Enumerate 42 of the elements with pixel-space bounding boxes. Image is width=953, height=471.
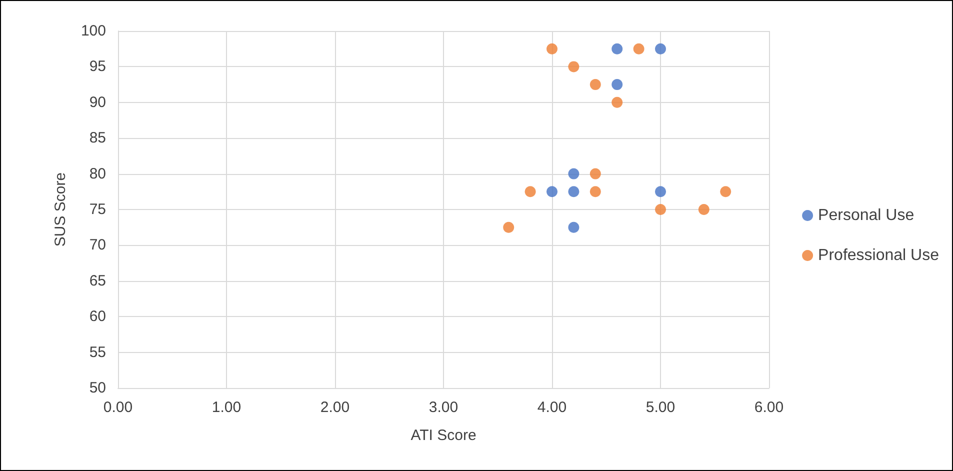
y-tick-label: 70 bbox=[89, 236, 106, 254]
point bbox=[568, 168, 580, 180]
point bbox=[612, 43, 623, 54]
x-tick-label: 1.00 bbox=[212, 399, 242, 416]
point bbox=[698, 204, 710, 215]
y-axis-title: SUS Score bbox=[52, 172, 69, 247]
y-tick-label: 85 bbox=[89, 130, 106, 147]
point bbox=[655, 43, 666, 54]
point bbox=[612, 79, 623, 90]
x-tick-label: 5.00 bbox=[646, 399, 676, 416]
point bbox=[546, 43, 558, 54]
y-tick-label: 95 bbox=[89, 58, 106, 76]
point bbox=[590, 79, 601, 90]
legend-label: Personal Use bbox=[818, 207, 914, 224]
y-tick-label: 90 bbox=[89, 94, 106, 111]
point bbox=[568, 61, 580, 72]
point bbox=[590, 186, 601, 198]
point bbox=[655, 186, 666, 198]
point bbox=[655, 204, 666, 215]
point bbox=[546, 186, 558, 198]
x-tick-label: 4.00 bbox=[537, 399, 567, 416]
point bbox=[633, 43, 644, 54]
y-tick-label: 55 bbox=[89, 344, 106, 361]
y-tick-label: 50 bbox=[89, 380, 106, 396]
y-tick-label: 60 bbox=[89, 308, 106, 326]
point bbox=[720, 186, 732, 198]
x-tick-label: 3.00 bbox=[428, 399, 458, 416]
point bbox=[568, 186, 580, 198]
point bbox=[612, 96, 623, 108]
point bbox=[503, 222, 514, 233]
y-tick-label: 100 bbox=[80, 22, 106, 40]
y-tick-label: 75 bbox=[89, 201, 106, 218]
x-tick-label: 6.00 bbox=[754, 399, 784, 416]
point bbox=[568, 222, 580, 233]
point bbox=[524, 186, 536, 198]
x-tick-label: 2.00 bbox=[320, 399, 350, 416]
x-axis-title: ATI Score bbox=[410, 427, 476, 444]
y-tick-label: 65 bbox=[89, 272, 106, 290]
point bbox=[590, 168, 601, 180]
x-tick-label: 0.00 bbox=[103, 399, 133, 416]
legend-label: Professional Use bbox=[818, 247, 940, 264]
y-tick-label: 80 bbox=[89, 165, 106, 182]
